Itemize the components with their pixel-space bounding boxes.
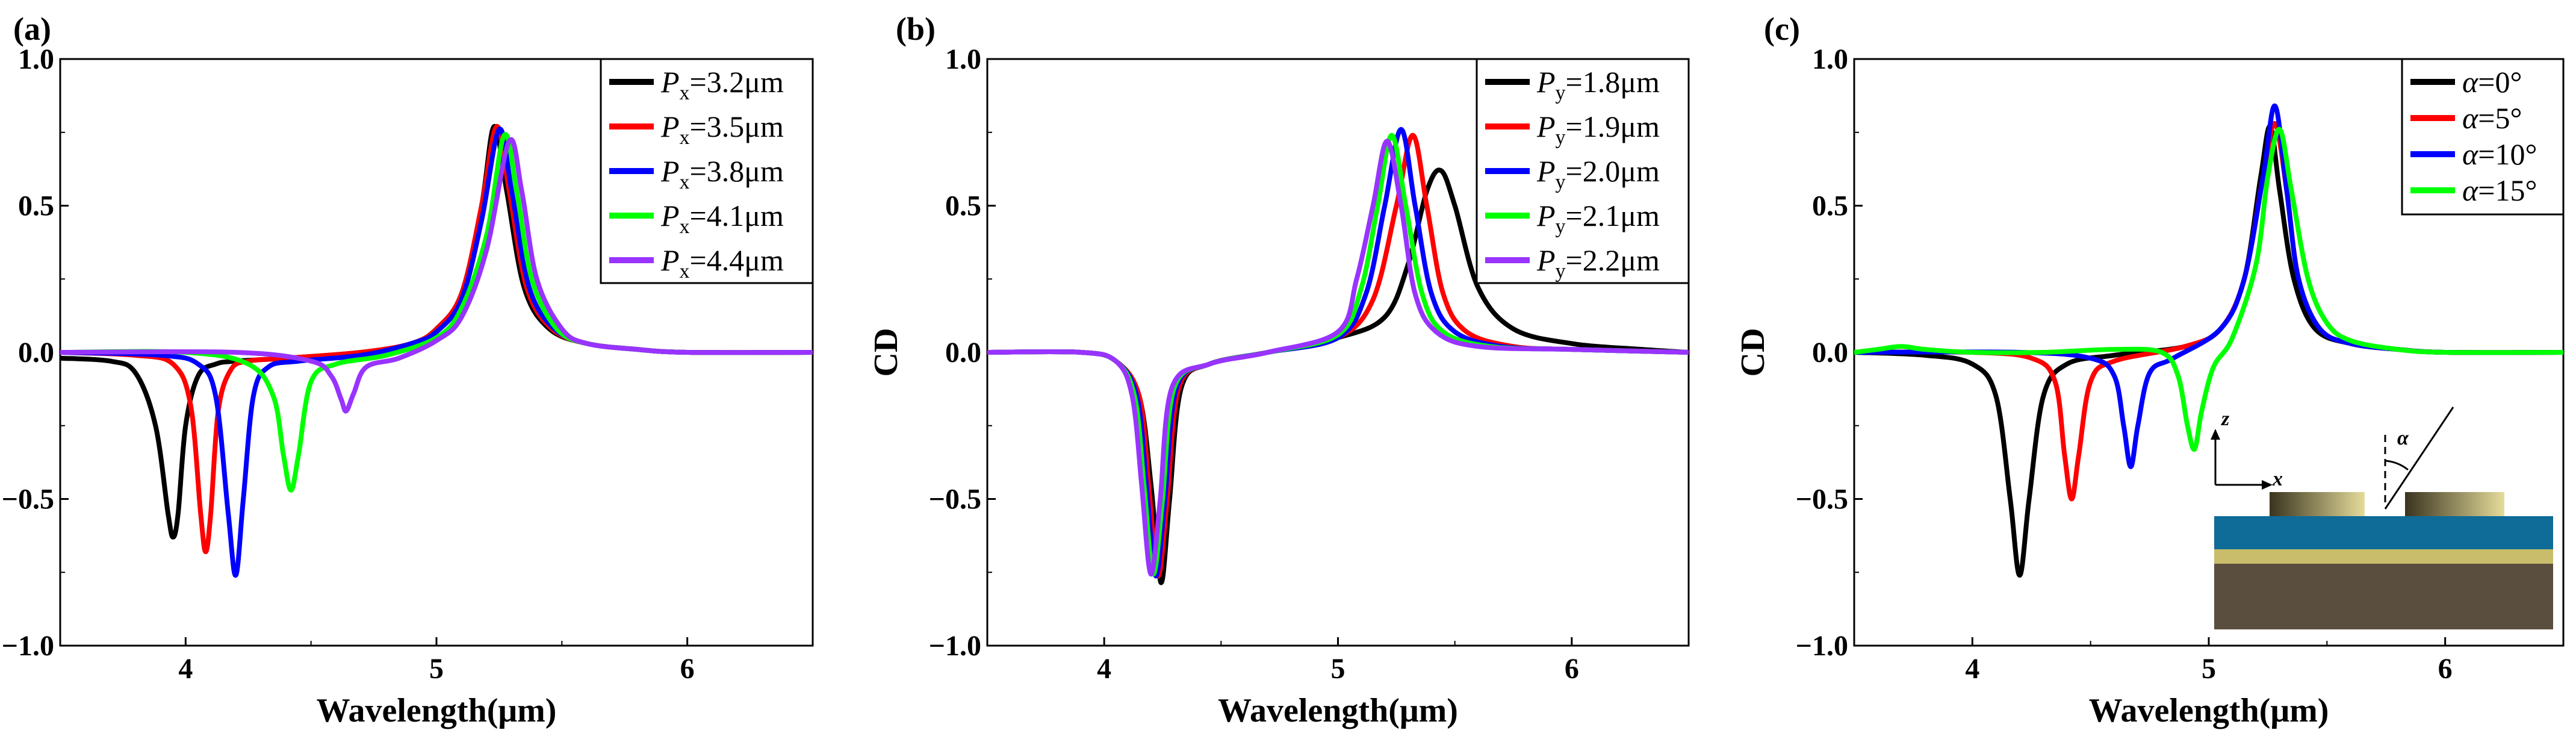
y-tick-label: −1.0 <box>929 630 981 662</box>
legend-entry: Py=1.9μm <box>1536 110 1660 149</box>
x-tick-label: 4 <box>178 653 193 685</box>
legend-entry: Px=3.5μm <box>660 110 784 149</box>
legend: Py=1.8μm Py=1.9μm Py=2.0μm Py=2.1μm Py=2.2μm <box>1476 58 1690 284</box>
legend: Px=3.2μm Px=3.5μm Px=3.8μm Px=4.1μm Px=4.4μm <box>600 58 814 284</box>
inset-z-label: z <box>2221 408 2230 430</box>
x-tick-label: 5 <box>2202 653 2216 685</box>
x-tick-label: 6 <box>2438 653 2453 685</box>
panel-label: (c) <box>1764 11 1800 47</box>
series-line-4 <box>1854 126 2563 452</box>
legend-entry: α=10° <box>2462 137 2537 171</box>
spacer-layer <box>2214 549 2553 564</box>
x-arrow-head <box>2262 480 2273 490</box>
series-group <box>987 126 1689 585</box>
x-axis-title: Wavelength(μm) <box>317 692 557 729</box>
x-axis-title: Wavelength(μm) <box>1218 692 1458 729</box>
incidence-ray <box>2384 407 2454 510</box>
y-tick-label: 0.5 <box>18 190 54 222</box>
angle-arc <box>2385 460 2409 471</box>
y-tick-label: 0.0 <box>1812 337 1848 369</box>
panel-label: (a) <box>13 11 51 47</box>
y-tick-label: −0.5 <box>1796 484 1848 516</box>
legend-entry: Py=1.8μm <box>1536 65 1660 104</box>
y-tick-label: −0.5 <box>929 484 981 516</box>
panel-a: (a)4561.00.50.0−0.5−1.0Wavelength(μm)CDP… <box>2 11 814 729</box>
legend-entry: Px=4.1μm <box>660 199 784 238</box>
inset-angle-label: α <box>2397 427 2409 449</box>
structure-inset: z x α <box>2211 407 2553 629</box>
legend-entry: Py=2.0μm <box>1536 154 1660 193</box>
x-tick-label: 4 <box>1965 653 1979 685</box>
legend-entry: Py=2.1μm <box>1536 199 1660 238</box>
legend-entry: α=15° <box>2462 173 2537 207</box>
y-tick-label: 1.0 <box>1812 43 1848 75</box>
y-tick-label: −0.5 <box>2 484 54 516</box>
x-tick-label: 4 <box>1097 653 1111 685</box>
y-axis-title: CD <box>1734 328 1772 377</box>
legend-entry: α=5° <box>2462 101 2522 135</box>
inset-x-label: x <box>2272 468 2283 490</box>
y-tick-label: 0.5 <box>945 190 981 222</box>
panel-b: (b) 4 5 6 1.0 0.5 0.0 −0.5 −1.0 Wavelength(μm) CD P… <box>867 11 1690 729</box>
x-tick-label: 6 <box>1565 653 1579 685</box>
legend-entry: Px=3.8μm <box>660 154 784 193</box>
series-group <box>1854 103 2563 578</box>
x-tick-label: 5 <box>1331 653 1345 685</box>
legend-entry: Py=2.2μm <box>1536 243 1660 282</box>
panel-c: (c) 4 5 6 1.0 0.5 0.0 −0.5 −1.0 Wavelength(μm) CD z… <box>1734 11 2565 729</box>
y-tick-label: 0.0 <box>945 337 981 369</box>
dielectric-layer <box>2214 516 2553 549</box>
series-line-5 <box>60 137 813 414</box>
legend-entry: α=0° <box>2462 65 2522 99</box>
gold-bar-left <box>2270 492 2365 516</box>
panel-label: (b) <box>896 11 936 47</box>
series-line-5 <box>987 139 1689 577</box>
x-tick-label: 6 <box>680 653 695 685</box>
gold-bar-right <box>2405 492 2504 516</box>
x-tick-label: 5 <box>429 653 444 685</box>
x-axis-title: Wavelength(μm) <box>2089 692 2329 729</box>
series-group <box>60 123 813 578</box>
legend-entry: Px=4.4μm <box>660 243 784 282</box>
legend: α=0°α=5°α=10°α=15° <box>2401 58 2565 216</box>
y-tick-label: −1.0 <box>1796 630 1848 662</box>
y-tick-label: 1.0 <box>945 43 981 75</box>
y-tick-label: −1.0 <box>2 630 54 662</box>
legend-entry: Px=3.2μm <box>660 65 784 104</box>
y-axis-title: CD <box>867 328 905 377</box>
series-line-3 <box>1854 103 2563 469</box>
y-tick-label: 0.5 <box>1812 190 1848 222</box>
z-arrow-head <box>2211 429 2220 440</box>
y-tick-label: 0.0 <box>18 337 54 369</box>
y-tick-label: 1.0 <box>18 43 54 75</box>
